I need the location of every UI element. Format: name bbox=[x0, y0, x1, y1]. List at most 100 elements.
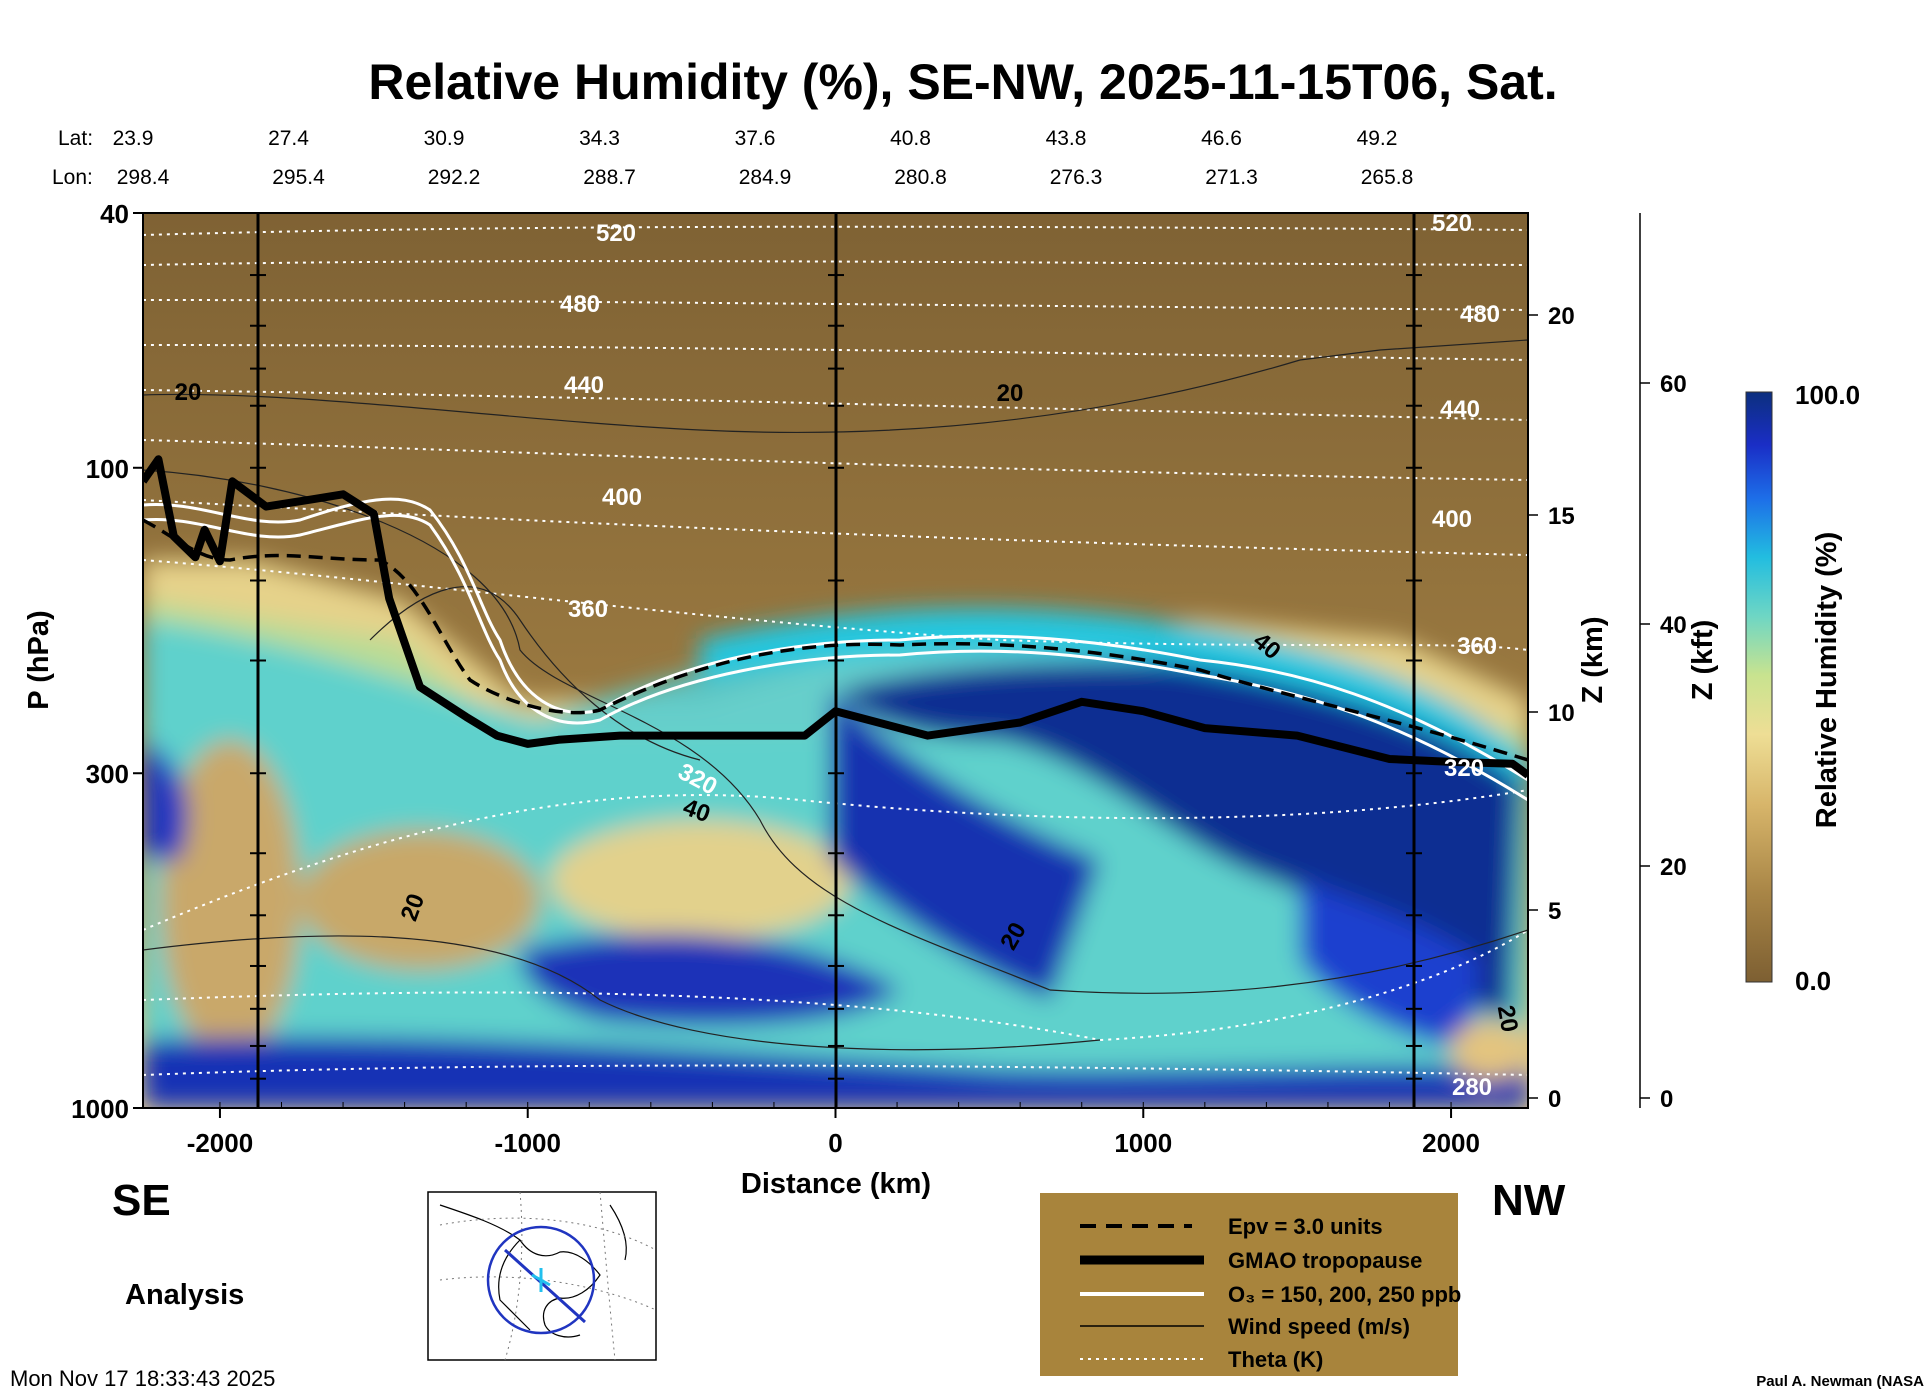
epv-contour bbox=[143, 518, 1528, 762]
marker-nw: NW bbox=[1492, 1176, 1566, 1225]
z-km-tick-label: 10 bbox=[1548, 700, 1575, 727]
lon-value: 295.4 bbox=[272, 166, 325, 189]
lon-value: 276.3 bbox=[1050, 166, 1103, 189]
theta-label-520: 520 bbox=[596, 220, 636, 247]
x-axis: -2000 -1000 0 1000 2000 bbox=[187, 1102, 1480, 1158]
lat-value: 40.8 bbox=[890, 127, 931, 150]
z-kft-tick-label: 20 bbox=[1660, 854, 1687, 881]
theta-label-280: 280 bbox=[1452, 1074, 1492, 1101]
graticule bbox=[439, 1191, 657, 1361]
lat-value: 49.2 bbox=[1357, 127, 1398, 150]
x-axis-label: Distance (km) bbox=[741, 1168, 931, 1200]
lon-value: 298.4 bbox=[117, 166, 170, 189]
theta-label-480-right: 480 bbox=[1460, 301, 1500, 328]
moist-left bbox=[143, 740, 188, 860]
legend-item-wind: Wind speed (m/s) bbox=[1228, 1314, 1410, 1339]
moist-lower-band bbox=[520, 933, 900, 1026]
lat-value: 27.4 bbox=[268, 127, 309, 150]
legend: Epv = 3.0 units GMAO tropopause O₃ = 150… bbox=[1040, 1193, 1461, 1376]
z-kft-tick-label: 0 bbox=[1660, 1086, 1673, 1113]
z-km-axis: 0 5 10 15 20 bbox=[1528, 303, 1575, 1113]
colorbar-max: 100.0 bbox=[1795, 380, 1860, 410]
z-kft-tick-label: 40 bbox=[1660, 612, 1687, 639]
tropopause-line bbox=[143, 455, 1528, 779]
x-tick-label: 0 bbox=[828, 1128, 842, 1158]
moist-core-center bbox=[830, 690, 1100, 1000]
z-kft-tick-label: 60 bbox=[1660, 371, 1687, 398]
marker-se: SE bbox=[112, 1176, 171, 1225]
z-km-tick-label: 15 bbox=[1548, 503, 1575, 530]
analysis-label: Analysis bbox=[125, 1279, 244, 1311]
y-tick-label: 100 bbox=[86, 454, 129, 484]
lat-value: 23.9 bbox=[113, 127, 154, 150]
y-axis-label: P (hPa) bbox=[23, 610, 55, 709]
lat-values: 23.9 27.4 30.9 34.3 37.6 40.8 43.8 46.6 49.2 bbox=[113, 127, 1398, 150]
lon-value: 280.8 bbox=[894, 166, 947, 189]
x-tick-label: 2000 bbox=[1422, 1128, 1480, 1158]
y-axis: 40 100 300 1000 bbox=[71, 199, 143, 1124]
wind-contours bbox=[143, 339, 1528, 1051]
theta-label-360-right: 360 bbox=[1457, 633, 1497, 660]
colorbar-min: 0.0 bbox=[1795, 966, 1831, 996]
dry-pocket-1 bbox=[160, 740, 300, 1060]
dry-right-corner bbox=[1450, 1020, 1528, 1080]
wind-line bbox=[143, 469, 1528, 994]
y-tick-label: 300 bbox=[86, 759, 129, 789]
footer-timestamp: Mon Nov 17 18:33:43 2025 bbox=[10, 1366, 275, 1391]
legend-item-tropopause: GMAO tropopause bbox=[1228, 1248, 1422, 1273]
y-tick-label: 40 bbox=[100, 199, 129, 229]
z-km-tick-label: 0 bbox=[1548, 1086, 1561, 1113]
center-star-icon bbox=[531, 1268, 551, 1292]
wind-label-20-top: 20 bbox=[997, 380, 1024, 407]
colorbar bbox=[1745, 391, 1773, 983]
dry-pocket-2 bbox=[300, 830, 540, 970]
x-tick-label: 1000 bbox=[1114, 1128, 1172, 1158]
footer-credit: Paul A. Newman (NASA bbox=[1756, 1373, 1924, 1390]
contour-labels: 520 520 480 480 440 440 400 400 360 360 … bbox=[175, 210, 1523, 1101]
theta-label-440-right: 440 bbox=[1440, 396, 1480, 423]
ozone-line bbox=[143, 513, 1528, 802]
legend-item-epv: Epv = 3.0 units bbox=[1228, 1214, 1383, 1239]
theta-label-480: 480 bbox=[560, 291, 600, 318]
epv-line bbox=[143, 518, 1528, 762]
wind-label-20-left: 20 bbox=[175, 379, 202, 406]
theta-label-400: 400 bbox=[602, 484, 642, 511]
lon-value: 271.3 bbox=[1205, 166, 1258, 189]
z-km-tick-label: 20 bbox=[1548, 303, 1575, 330]
range-circle bbox=[486, 1225, 596, 1335]
wind-line bbox=[143, 935, 1101, 1051]
wind-label-20-right: 20 bbox=[1492, 1003, 1523, 1034]
z-km-tick-label: 5 bbox=[1548, 898, 1561, 925]
chart-title: Relative Humidity (%), SE-NW, 2025-11-15… bbox=[368, 54, 1557, 110]
lat-value: 30.9 bbox=[424, 127, 465, 150]
moist-right-low bbox=[1300, 880, 1480, 1050]
lon-value: 292.2 bbox=[428, 166, 481, 189]
wind-line bbox=[143, 339, 1528, 434]
theta-line bbox=[143, 1064, 1528, 1076]
legend-item-ozone: O₃ = 150, 200, 250 ppb bbox=[1228, 1282, 1461, 1307]
y-tick-label: 1000 bbox=[71, 1094, 129, 1124]
lat-label: Lat: bbox=[58, 127, 93, 150]
legend-item-theta: Theta (K) bbox=[1228, 1347, 1323, 1372]
lon-value: 288.7 bbox=[583, 166, 636, 189]
theta-label-320-right: 320 bbox=[1444, 755, 1484, 782]
theta-line bbox=[143, 929, 1528, 1042]
x-tick-label: -2000 bbox=[187, 1128, 254, 1158]
x-tick-label: -1000 bbox=[494, 1128, 561, 1158]
theta-line bbox=[143, 789, 1528, 931]
lon-value: 284.9 bbox=[739, 166, 792, 189]
legend-box bbox=[1040, 1193, 1458, 1376]
lat-value: 46.6 bbox=[1201, 127, 1242, 150]
guide-ticks bbox=[250, 274, 1422, 1080]
z-km-label: Z (km) bbox=[1577, 617, 1609, 704]
colorbar-label: Relative Humidity (%) bbox=[1811, 532, 1843, 829]
lon-values: 298.4 295.4 292.2 288.7 284.9 280.8 276.3 271.3… bbox=[117, 166, 1414, 189]
theta-label-360: 360 bbox=[568, 596, 608, 623]
lon-label: Lon: bbox=[52, 166, 93, 189]
lon-value: 265.8 bbox=[1361, 166, 1414, 189]
lat-value: 34.3 bbox=[579, 127, 620, 150]
z-kft-label: Z (kft) bbox=[1687, 620, 1719, 701]
z-kft-axis: 0 20 40 60 bbox=[1640, 371, 1687, 1113]
theta-label-400-right: 400 bbox=[1432, 506, 1472, 533]
